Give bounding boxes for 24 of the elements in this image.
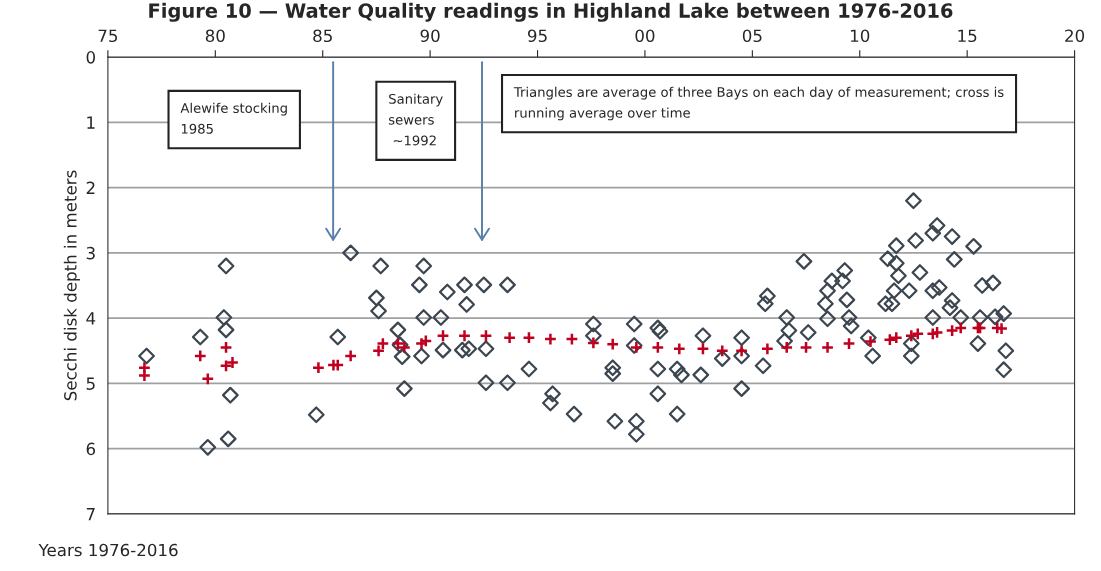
x-tick-label: 05 <box>742 29 762 43</box>
annotation: Alewife stocking 1985 <box>180 102 287 134</box>
x-tick-label: 75 <box>98 29 118 43</box>
y-tick-label: 6 <box>86 442 96 456</box>
y-tick-label: 2 <box>86 181 95 194</box>
x-tick-label: 15 <box>958 29 977 43</box>
y-tick-label: 3 <box>86 246 95 260</box>
y-tick-label: 1 <box>87 116 95 129</box>
x-tick-label: 20 <box>1065 29 1085 43</box>
x-tick-label: 90 <box>420 29 440 43</box>
x-tick-label: 00 <box>635 29 655 43</box>
x-tick-label: 95 <box>527 29 547 43</box>
x-tick-label: 80 <box>205 29 225 43</box>
y-tick-label: 5 <box>86 377 95 390</box>
y-tick-label: 4 <box>86 312 96 325</box>
y-tick-label: 7 <box>86 508 95 521</box>
annotation: Triangles are average of three Bays on each day of measurement; cross is running average over time <box>513 86 1004 121</box>
y-axis-title: Secchi disk depth in meters <box>63 170 80 401</box>
x-tick-label: 10 <box>850 29 870 43</box>
chart-title: Figure 10 — Water Quality readings in Highland Lake between 1976-2016 <box>149 2 953 22</box>
y-tick-label: 0 <box>86 51 95 64</box>
x-tick-label: 85 <box>313 29 332 43</box>
annotation: Sanitary sewers ~1992 <box>388 93 443 146</box>
x-axis-title: Years 1976-2016 <box>38 543 178 557</box>
